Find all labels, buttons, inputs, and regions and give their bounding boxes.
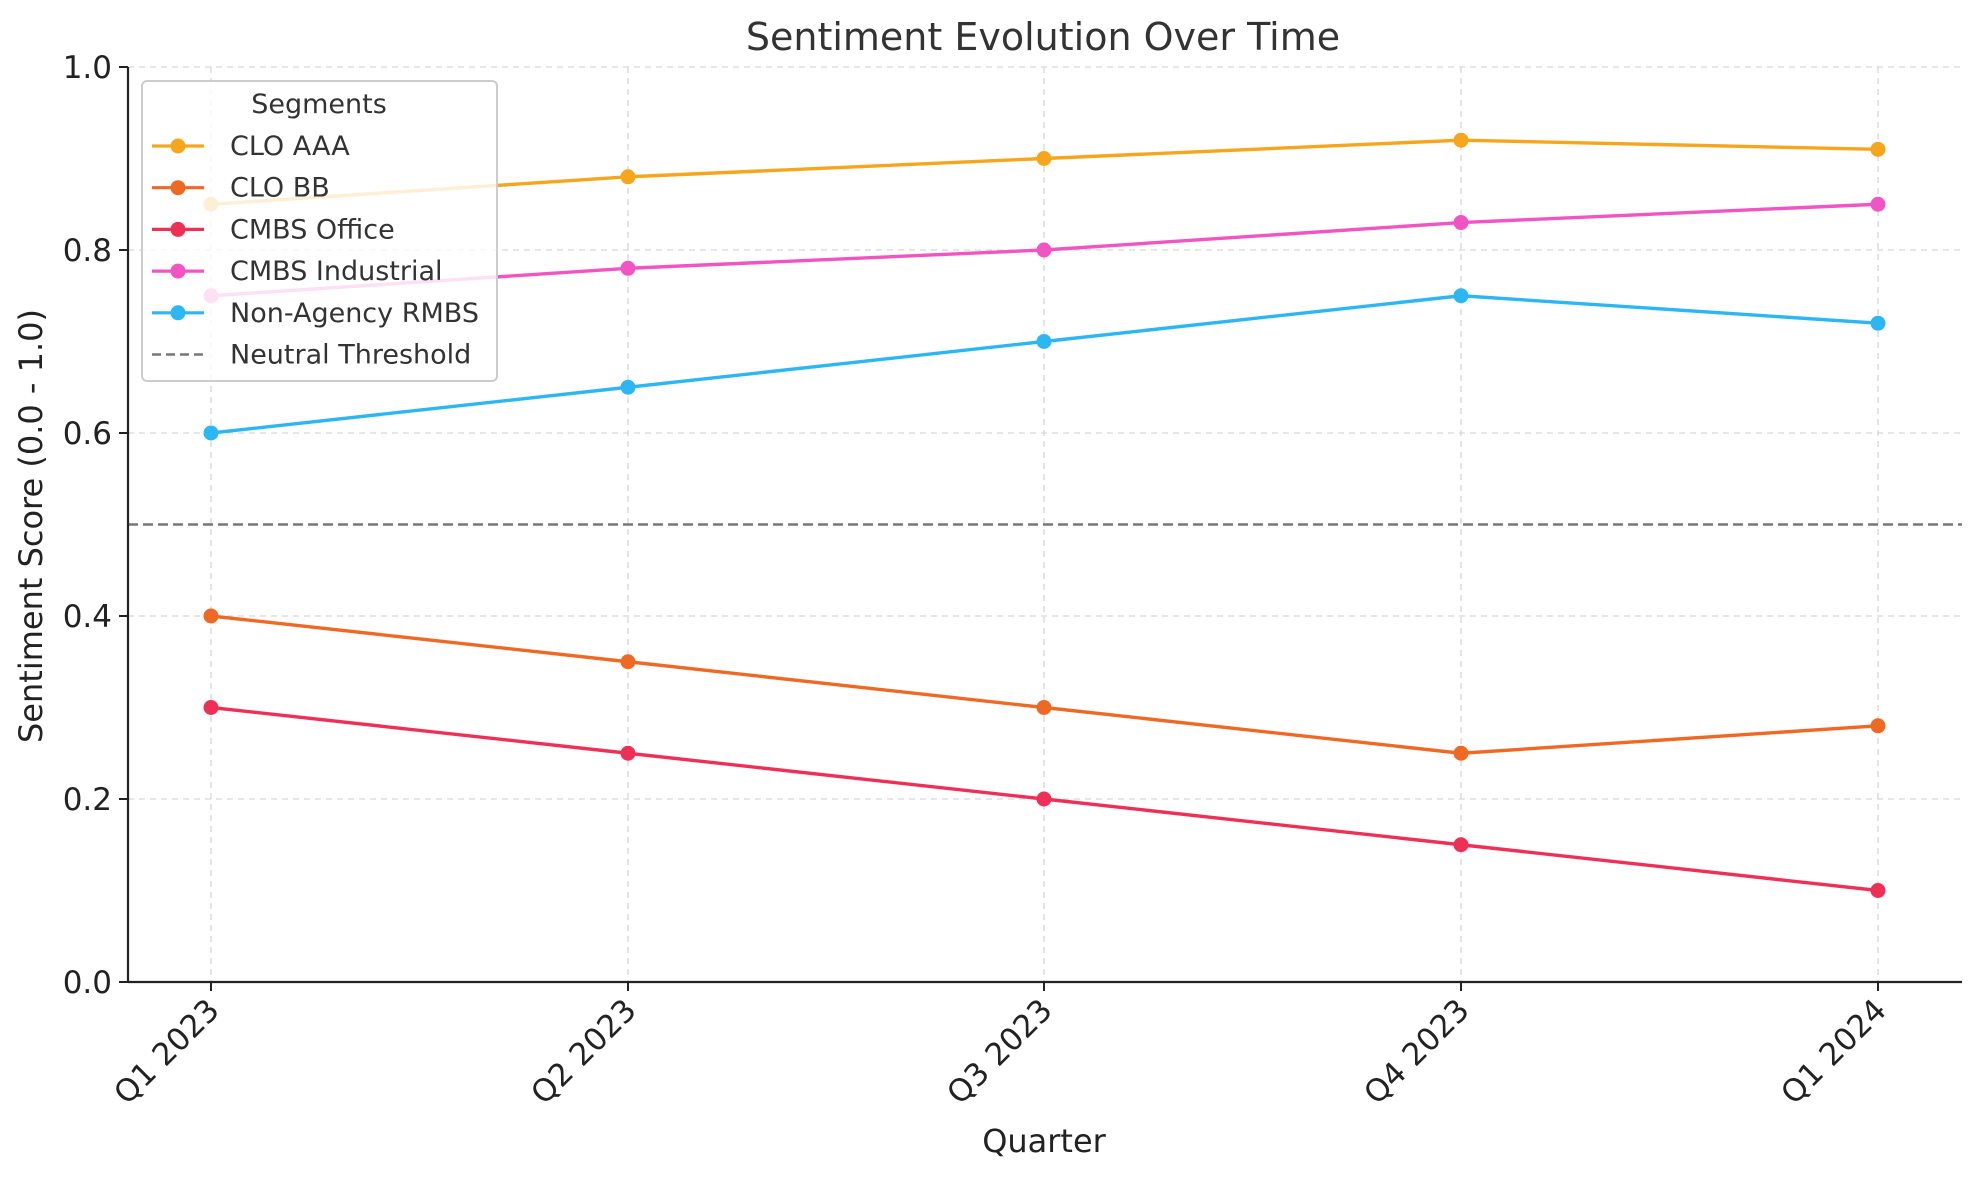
legend-label: CLO BB xyxy=(230,173,330,204)
data-point-cmbs-office xyxy=(1453,837,1469,853)
x-tick-label: Q4 2023 xyxy=(1357,992,1476,1111)
data-point-clo-aaa xyxy=(620,169,636,185)
data-point-non-agency-rmbs xyxy=(1036,334,1052,349)
chart-title: Sentiment Evolution Over Time xyxy=(746,15,1340,59)
y-tick-label: 0.6 xyxy=(63,416,112,452)
legend-swatch-marker xyxy=(170,138,186,154)
data-point-clo-bb xyxy=(203,608,219,624)
y-tick-label: 0.4 xyxy=(63,599,112,635)
data-point-clo-bb xyxy=(1453,745,1469,761)
data-point-cmbs-industrial xyxy=(1036,242,1052,258)
y-axis-label: Sentiment Score (0.0 - 1.0) xyxy=(12,309,50,743)
series-non-agency-rmbs xyxy=(203,288,1886,441)
series-clo-bb xyxy=(203,608,1886,761)
data-point-cmbs-industrial xyxy=(1453,215,1469,231)
legend-label: CMBS Office xyxy=(230,214,395,245)
y-tick-label: 0.0 xyxy=(63,965,112,1001)
data-point-non-agency-rmbs xyxy=(203,425,219,441)
legend-entry-clo-bb: CLO BB xyxy=(152,173,330,204)
legend-entry-neutral-threshold: Neutral Threshold xyxy=(152,340,471,371)
legend: Segments CLO AAA CLO BB CMBS Office CMBS In… xyxy=(141,80,498,382)
x-tick-label: Q1 2023 xyxy=(107,992,226,1111)
data-point-non-agency-rmbs xyxy=(1870,315,1886,331)
legend-swatch-marker xyxy=(170,263,186,279)
legend-entry-non-agency-rmbs: Non-Agency RMBS xyxy=(152,298,479,329)
x-tick-label: Q2 2023 xyxy=(524,992,643,1111)
data-point-clo-aaa xyxy=(1453,132,1469,148)
legend-swatch-marker xyxy=(170,305,186,321)
data-point-clo-aaa xyxy=(1870,141,1886,157)
data-point-cmbs-industrial xyxy=(1870,196,1886,212)
legend-label: CLO AAA xyxy=(230,131,350,162)
data-point-clo-bb xyxy=(1870,718,1886,734)
y-tick-label: 0.8 xyxy=(63,233,112,269)
legend-box xyxy=(141,80,498,382)
legend-entries: CLO AAA CLO BB CMBS Office CMBS Industrial N… xyxy=(152,131,479,371)
data-point-clo-bb xyxy=(1036,700,1052,715)
x-tick-label: Q1 2024 xyxy=(1774,992,1893,1111)
series-cmbs-office xyxy=(203,700,1886,898)
axes xyxy=(119,66,1962,991)
legend-label: CMBS Industrial xyxy=(230,256,443,287)
y-tick-label: 0.2 xyxy=(63,782,112,818)
data-point-cmbs-industrial xyxy=(620,260,636,276)
data-point-clo-bb xyxy=(620,654,636,670)
legend-label: Neutral Threshold xyxy=(230,340,471,371)
data-point-non-agency-rmbs xyxy=(1453,288,1469,304)
legend-entry-clo-aaa: CLO AAA xyxy=(152,131,350,162)
data-point-cmbs-office xyxy=(1870,883,1886,898)
data-point-cmbs-office xyxy=(1036,791,1052,807)
legend-entry-cmbs-office: CMBS Office xyxy=(152,214,395,245)
legend-swatch-marker xyxy=(170,180,186,196)
legend-title: Segments xyxy=(251,89,387,120)
data-point-clo-aaa xyxy=(1036,151,1052,166)
x-tick-label: Q3 2023 xyxy=(940,992,1059,1111)
y-tick-label: 1.0 xyxy=(63,50,112,86)
legend-swatch-marker xyxy=(170,221,186,237)
data-point-non-agency-rmbs xyxy=(620,379,636,395)
x-axis-label: Quarter xyxy=(982,1122,1106,1160)
legend-label: Non-Agency RMBS xyxy=(230,298,479,329)
data-point-cmbs-office xyxy=(203,700,219,715)
data-point-cmbs-office xyxy=(620,745,636,761)
legend-entry-cmbs-industrial: CMBS Industrial xyxy=(152,256,443,287)
